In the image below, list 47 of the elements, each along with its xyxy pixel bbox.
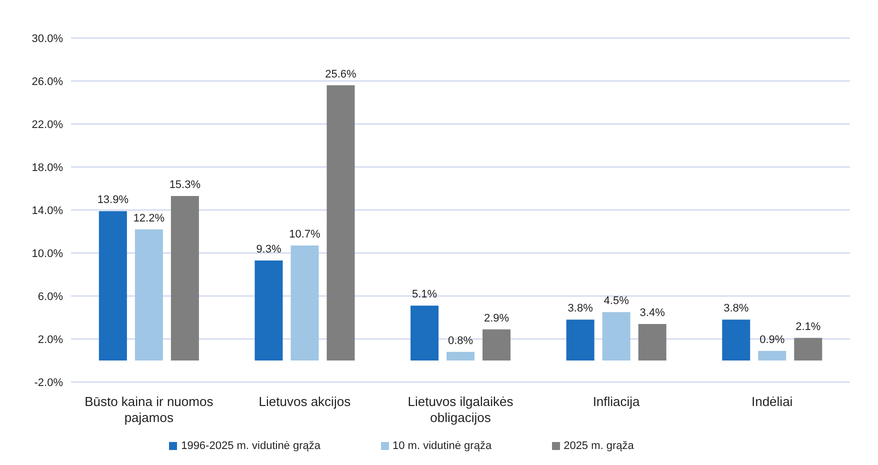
- y-tick-label: -2.0%: [34, 376, 64, 389]
- x-tick-label: Būsto kaina ir nuomos pajamos: [84, 394, 214, 425]
- legend-label: 10 m. vidutinė grąža: [392, 440, 492, 452]
- x-tick-label: Indėliai: [752, 394, 793, 409]
- data-label: 4.5%: [604, 295, 630, 308]
- bar: [482, 329, 511, 360]
- bar: [566, 320, 594, 360]
- bar: [326, 85, 355, 360]
- data-label: 25.6%: [325, 68, 357, 80]
- y-tick-label: 2.0%: [38, 334, 64, 346]
- x-tick-label: Lietuvos akcijos: [258, 394, 352, 409]
- bar: [410, 306, 439, 360]
- x-tick-label: Lietuvos ilgalaikės obligacijos: [408, 394, 514, 425]
- data-label: 2.1%: [796, 320, 821, 333]
- y-tick-label: 26.0%: [32, 76, 64, 88]
- legend-label: 2025 m. grąža: [564, 440, 634, 452]
- y-tick-label: 6.0%: [38, 290, 64, 303]
- legend-label: 1996-2025 m. vidutinė grąža: [181, 440, 321, 452]
- bar: [290, 245, 319, 360]
- data-label: 3.8%: [568, 302, 594, 315]
- bar: [722, 320, 750, 360]
- bar: [794, 338, 822, 360]
- bar: [98, 211, 127, 360]
- data-label: 10.7%: [289, 228, 321, 240]
- bar: [134, 229, 163, 360]
- data-label: 2.9%: [484, 312, 510, 324]
- x-tick-label: Infliacija: [592, 394, 641, 409]
- y-tick-label: 14.0%: [32, 204, 64, 217]
- bar: [254, 260, 283, 360]
- data-label: 13.9%: [97, 194, 129, 206]
- data-label: 0.8%: [448, 334, 474, 347]
- y-tick-label: 18.0%: [32, 162, 64, 174]
- y-tick-label: 30.0%: [32, 32, 64, 45]
- data-label: 5.1%: [412, 288, 438, 301]
- data-label: 3.8%: [724, 302, 749, 315]
- y-tick-label: 10.0%: [32, 248, 64, 260]
- data-label: 9.3%: [256, 244, 282, 256]
- data-label: 0.9%: [760, 334, 785, 346]
- bar: [602, 312, 630, 360]
- bar: [758, 350, 786, 360]
- data-label: 3.4%: [640, 306, 666, 319]
- bar: [638, 324, 666, 360]
- bar: [446, 352, 475, 360]
- y-tick-label: 22.0%: [32, 118, 64, 131]
- data-label: 15.3%: [169, 179, 201, 192]
- bar: [170, 196, 199, 360]
- data-label: 12.2%: [133, 212, 165, 224]
